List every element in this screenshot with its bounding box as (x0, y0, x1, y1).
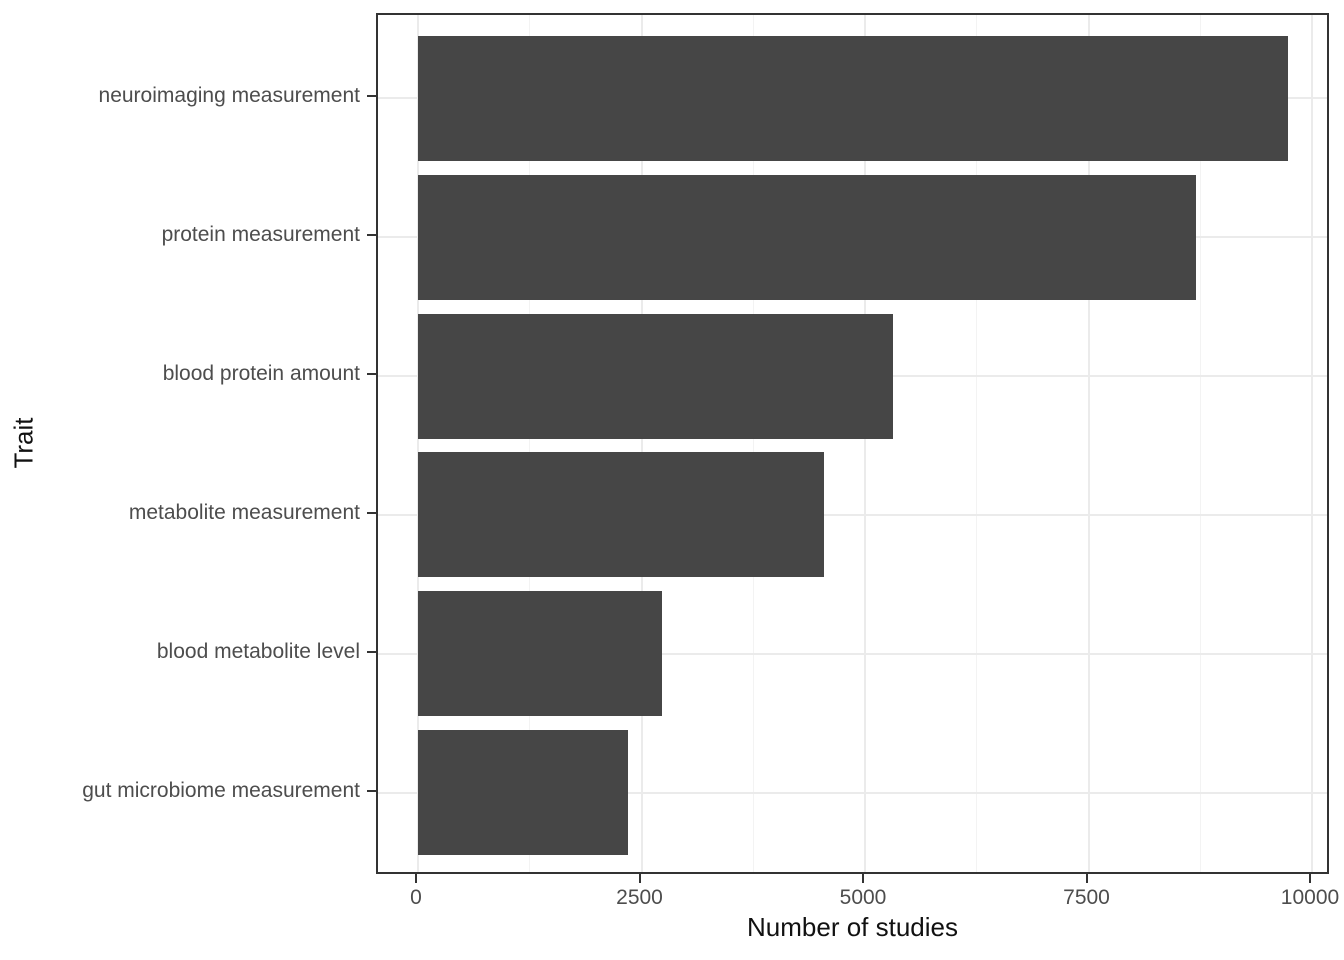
y-tick-mark (367, 789, 376, 792)
bar-blood-metabolite-level (418, 591, 663, 717)
minor-gridline (1199, 15, 1201, 872)
y-tick-mark (367, 373, 376, 376)
y-axis-title: Trait (8, 417, 39, 469)
minor-gridline (529, 15, 531, 872)
bar-gut-microbiome-measurement (418, 730, 629, 856)
bar-blood-protein-amount (418, 313, 893, 439)
y-tick-mark (367, 650, 376, 653)
x-tick-label-10000: 10000 (1280, 886, 1340, 909)
y-tick-label-neuroimaging-measurement: neuroimaging measurement (98, 84, 360, 108)
major-gridline (378, 513, 1327, 516)
major-gridline (378, 791, 1327, 794)
bar-neuroimaging-measurement (418, 35, 1288, 161)
x-tick-label-0: 0 (410, 886, 422, 909)
y-tick-label-metabolite-measurement: metabolite measurement (128, 500, 360, 524)
x-tick-mark (638, 874, 641, 883)
minor-gridline (976, 15, 978, 872)
y-tick-mark (367, 234, 376, 237)
y-tick-label-blood-protein-amount: blood protein amount (162, 362, 360, 386)
y-tick-label-blood-metabolite-level: blood metabolite level (156, 639, 360, 663)
major-gridline (640, 15, 643, 872)
y-tick-mark (367, 95, 376, 98)
x-tick-mark (1085, 874, 1088, 883)
minor-gridline (752, 15, 754, 872)
plot-panel (376, 13, 1329, 874)
major-gridline (864, 15, 866, 872)
x-tick-mark (862, 874, 864, 883)
major-gridline (417, 15, 419, 872)
y-tick-label-gut-microbiome-measurement: gut microbiome measurement (82, 778, 360, 802)
y-tick-mark (367, 511, 376, 514)
x-tick-label-5000: 5000 (839, 886, 887, 909)
x-tick-mark (415, 874, 417, 883)
x-tick-label-7500: 7500 (1063, 886, 1110, 909)
bar-protein-measurement (418, 174, 1196, 300)
x-tick-mark (1309, 874, 1311, 883)
y-tick-label-protein-measurement: protein measurement (161, 223, 360, 247)
major-gridline (1311, 15, 1313, 872)
major-gridline (1087, 15, 1090, 872)
x-tick-label-2500: 2500 (616, 886, 663, 909)
bar-metabolite-measurement (418, 452, 824, 578)
x-axis-title: Number of studies (747, 912, 958, 942)
major-gridline (378, 652, 1327, 655)
